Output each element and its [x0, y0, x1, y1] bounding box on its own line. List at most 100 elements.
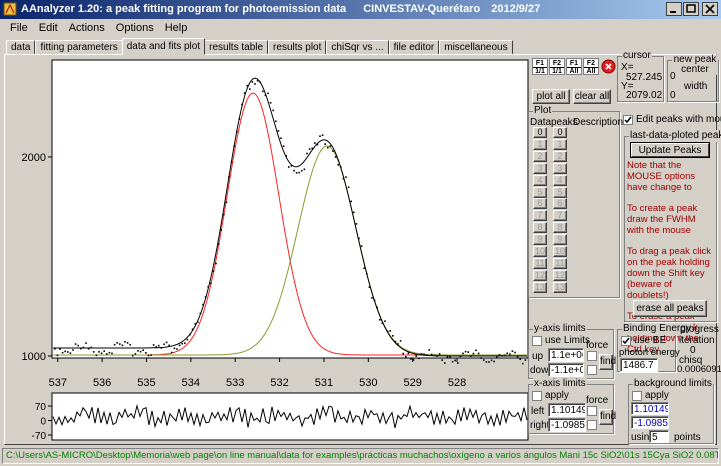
- plot-all-button[interactable]: plot all: [532, 89, 570, 104]
- data-row-button[interactable]: 2: [533, 150, 547, 162]
- data-point: [332, 150, 334, 152]
- peak-row-button[interactable]: 11: [553, 257, 567, 269]
- data-point: [483, 359, 485, 361]
- peak-row-button[interactable]: 10: [553, 246, 567, 257]
- cursor-y: 2079.02: [626, 90, 663, 101]
- toolbar-icon[interactable]: F1 All: [566, 58, 582, 75]
- data-point: [137, 350, 139, 352]
- x-left-input[interactable]: 1.10149e: [548, 403, 586, 417]
- background-apply-checkbox[interactable]: [632, 391, 642, 401]
- data-row-button[interactable]: 7: [533, 210, 547, 222]
- peak-row-button[interactable]: 12: [553, 269, 567, 281]
- menu-item[interactable]: File: [10, 22, 28, 34]
- peak-row-button[interactable]: 6: [553, 198, 567, 210]
- data-row-button[interactable]: 3: [533, 162, 547, 174]
- data-point: [246, 84, 248, 87]
- x-force-left-checkbox[interactable]: [587, 406, 597, 416]
- tab[interactable]: data: [6, 40, 36, 55]
- icon-scope: All: [567, 67, 581, 75]
- data-point: [189, 333, 191, 336]
- menu-item[interactable]: Help: [164, 22, 188, 34]
- toolbar-icon[interactable]: F1 1/1: [532, 58, 548, 75]
- peak-row-button[interactable]: 0: [553, 127, 567, 138]
- close-icon[interactable]: [601, 59, 616, 74]
- toolbar-icon[interactable]: F2 1/1: [549, 58, 565, 75]
- data-row-button[interactable]: 10: [533, 246, 547, 257]
- background-right-input[interactable]: -1.09851e: [631, 416, 669, 429]
- peak-row-button[interactable]: 8: [553, 222, 567, 234]
- menu-item[interactable]: Edit: [38, 22, 58, 34]
- x-right-label: right: [530, 420, 550, 431]
- data-point: [350, 200, 352, 203]
- data-row-button[interactable]: 11: [533, 257, 547, 269]
- data-row-button[interactable]: 1: [533, 138, 547, 150]
- tab[interactable]: miscellaneous: [439, 40, 513, 55]
- tab[interactable]: file editor: [388, 40, 440, 55]
- icon-scope: 1/1: [533, 67, 547, 75]
- data-row-button[interactable]: 0: [533, 127, 547, 138]
- residual-curve: [52, 403, 528, 429]
- data-point: [514, 351, 516, 354]
- data-point: [407, 352, 410, 355]
- y-down-input[interactable]: -1.1e+06: [548, 363, 584, 377]
- window-institution: CINVESTAV-Querétaro: [363, 3, 481, 15]
- tab[interactable]: data and fits plot: [121, 38, 206, 55]
- data-point: [449, 356, 451, 359]
- data-row-button[interactable]: 6: [533, 198, 547, 210]
- y-up-input[interactable]: 1.1e+06: [548, 348, 584, 362]
- peak-row-button[interactable]: 2: [553, 150, 567, 162]
- erase-all-peaks-button[interactable]: erase all peaks: [633, 300, 707, 317]
- data-point: [441, 359, 443, 361]
- x-apply-checkbox[interactable]: [532, 391, 542, 401]
- data-row-button[interactable]: 4: [533, 174, 547, 186]
- clear-all-button[interactable]: clear all: [573, 89, 611, 104]
- x-tick-label: 531: [315, 377, 333, 389]
- data-row-button[interactable]: 12: [533, 269, 547, 281]
- x-tick-label: 533: [226, 377, 244, 389]
- data-point: [74, 343, 77, 345]
- data-point: [69, 352, 72, 354]
- data-point: [199, 312, 202, 315]
- data-point: [272, 109, 274, 112]
- data-point: [197, 321, 199, 323]
- data-point: [111, 352, 113, 355]
- peak-row-button[interactable]: 1: [553, 138, 567, 150]
- peak-row-button[interactable]: 7: [553, 210, 567, 222]
- data-row-button[interactable]: 9: [533, 234, 547, 246]
- toolbar-icon[interactable]: F2 All: [583, 58, 599, 75]
- points-input[interactable]: 5: [649, 430, 669, 443]
- menu-item[interactable]: Actions: [68, 22, 105, 34]
- tab[interactable]: chiSqr vs ...: [326, 40, 389, 55]
- menu-item[interactable]: Options: [115, 22, 154, 34]
- y-force-down-checkbox[interactable]: [587, 365, 597, 375]
- peak-row-button[interactable]: 9: [553, 234, 567, 246]
- x-find-button[interactable]: find: [599, 409, 616, 425]
- peak-row-button[interactable]: 5: [553, 186, 567, 198]
- data-row-button[interactable]: 8: [533, 222, 547, 234]
- data-point: [124, 341, 126, 343]
- use-be-checkbox[interactable]: [621, 336, 631, 346]
- background-left-input[interactable]: 1.10149e+: [631, 402, 669, 415]
- x-force-right-checkbox[interactable]: [587, 420, 597, 430]
- tab[interactable]: results plot: [268, 40, 327, 55]
- y-up-label: up: [532, 351, 544, 362]
- window-controls[interactable]: [666, 2, 720, 17]
- update-peaks-button[interactable]: Update Peaks: [631, 143, 709, 157]
- peak-row-button[interactable]: 3: [553, 162, 567, 174]
- data-point: [425, 354, 428, 356]
- edit-peaks-checkbox[interactable]: [623, 115, 633, 125]
- data-point: [438, 353, 441, 355]
- data-point: [470, 355, 472, 357]
- peak-row-button[interactable]: 4: [553, 174, 567, 186]
- y-find-button[interactable]: find: [599, 354, 616, 370]
- data-point: [85, 342, 87, 344]
- y-force-up-checkbox[interactable]: [587, 351, 597, 361]
- data-row-button[interactable]: 13: [533, 281, 547, 293]
- icon-key: F2: [586, 60, 596, 67]
- use-limits-checkbox[interactable]: [532, 336, 542, 346]
- photon-energy-input[interactable]: 1486.7: [620, 358, 658, 372]
- peak-row-button[interactable]: 13: [553, 281, 567, 293]
- data-row-button[interactable]: 5: [533, 186, 547, 198]
- x-right-input[interactable]: -1.09851e: [548, 418, 586, 432]
- data-point: [194, 323, 196, 325]
